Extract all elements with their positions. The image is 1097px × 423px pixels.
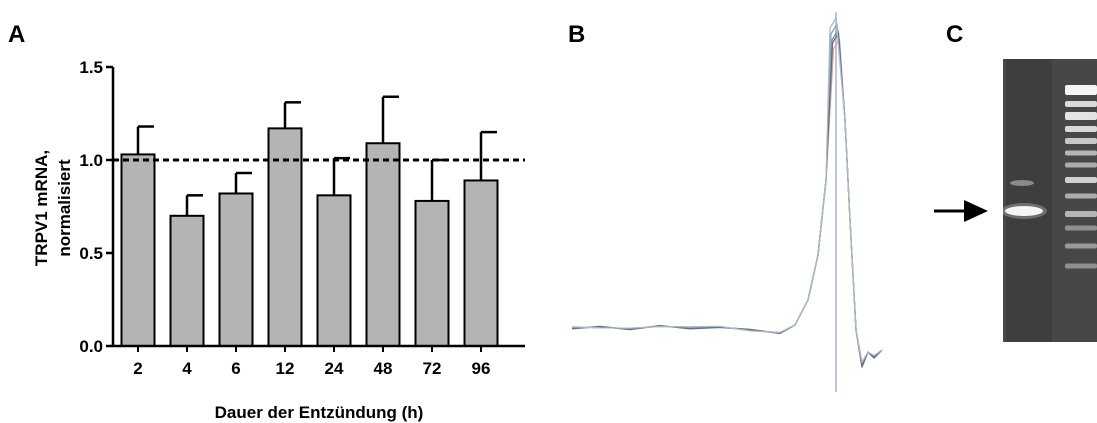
y-axis: 0.0 0.5 1.0 1.5	[79, 58, 115, 356]
x-ticks: 2 4 6 12 24 48 72 96	[133, 346, 490, 378]
ladder-band	[1065, 150, 1097, 156]
melt-curves	[571, 17, 883, 369]
ladder-band	[1065, 85, 1097, 95]
x-tick-label: 72	[423, 359, 442, 378]
y-tick-label: 1.5	[79, 58, 103, 77]
bar	[463, 179, 499, 347]
ladder-band	[1065, 177, 1097, 183]
ladder-band	[1065, 162, 1097, 168]
bar	[414, 199, 450, 347]
melt-curve	[571, 17, 883, 363]
gel-lane-sample	[1006, 59, 1052, 342]
band-arrow-icon	[934, 200, 988, 222]
gel-band-faint	[1010, 180, 1034, 186]
melt-curve-plot	[571, 12, 883, 392]
ladder-band	[1065, 138, 1097, 144]
y-axis-title-line2: normalisiert	[55, 159, 74, 257]
ladder-band	[1065, 211, 1097, 217]
y-tick-label: 1.0	[79, 151, 103, 170]
panel-c-letter: C	[946, 21, 963, 48]
ladder-band	[1065, 126, 1097, 132]
y-tick-label: 0.5	[79, 244, 103, 263]
x-tick-label: 96	[472, 359, 491, 378]
x-tick-label: 48	[374, 359, 393, 378]
x-axis-title: Dauer der Entzündung (h)	[215, 403, 424, 422]
bar	[365, 142, 401, 347]
ladder-band	[1065, 101, 1097, 107]
bar	[316, 194, 352, 347]
bar	[120, 153, 156, 347]
bar-chart-a: 0.00.51.01.5 2 4 6 12 24 48 72 96 TRPV1 mRNA, n…	[32, 58, 525, 422]
panel-a-letter: A	[8, 21, 25, 48]
ladder-band	[1065, 263, 1097, 269]
bar	[218, 192, 254, 347]
ladder-band	[1065, 193, 1097, 199]
ladder-band	[1065, 243, 1097, 249]
gel-image	[1001, 59, 1097, 342]
y-tick-label: 0.0	[79, 337, 103, 356]
x-tick-label: 4	[182, 359, 192, 378]
bar	[267, 127, 303, 347]
x-tick-label: 6	[231, 359, 240, 378]
ladder-band	[1065, 112, 1097, 120]
bar	[169, 214, 205, 347]
y-axis-title-line1: TRPV1 mRNA,	[32, 150, 51, 266]
x-tick-label: 2	[133, 359, 142, 378]
ladder-band	[1065, 225, 1097, 231]
bars-group	[120, 95, 499, 347]
panel-b-letter: B	[568, 21, 585, 48]
x-tick-label: 12	[276, 359, 295, 378]
gel-ladder	[1065, 85, 1097, 269]
x-tick-label: 24	[325, 359, 344, 378]
gel-band-product	[1005, 206, 1043, 216]
